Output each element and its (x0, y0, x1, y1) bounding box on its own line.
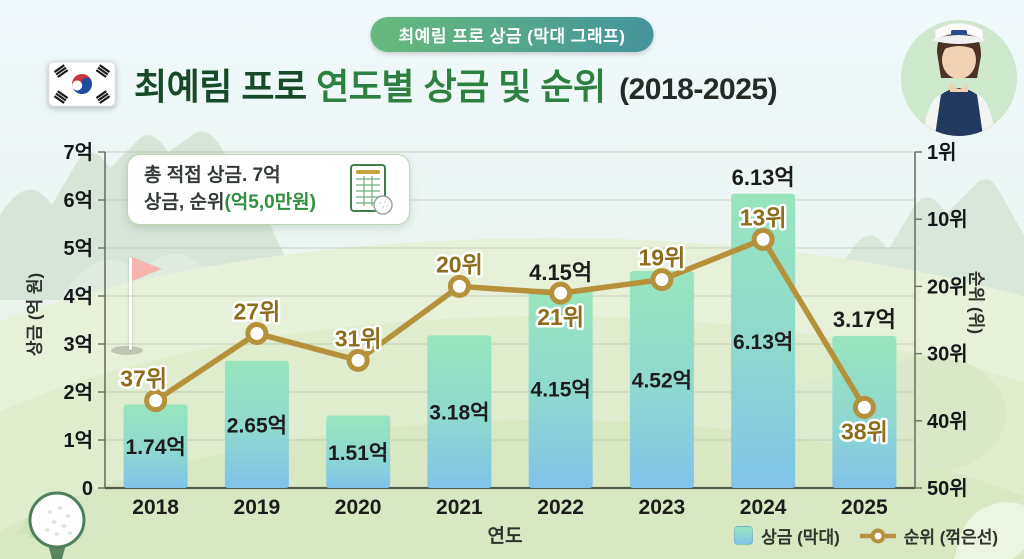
icon-ball-dimples (379, 200, 388, 208)
golf-flag-pole (129, 257, 132, 350)
title-sub: 연도별 상금 및 순위 (316, 66, 606, 107)
infobox-line2-highlight: (억5,0만원) (224, 191, 316, 213)
scorecard-grid (356, 175, 380, 206)
infobox-line1: 총 적접 상금. 7억 (144, 164, 281, 186)
legend-item-rank: 순위 (꺾은선) (859, 523, 998, 548)
title-main: 최예림 프로 (134, 66, 307, 107)
golf-ball (28, 491, 86, 549)
taegeuk (72, 74, 92, 94)
infobox-text: 총 적접 상금. 7억 상금, 순위(억5,0만원) (144, 163, 333, 217)
legend-item-prize: 상금 (막대) (734, 523, 840, 548)
golfer-photo (901, 20, 1017, 136)
x-axis-title: 연도 (487, 526, 523, 547)
chart-type-badge: 최예림 프로 상금 (막대 그래프) (370, 17, 654, 52)
chart-legend: 상금 (막대) 순위 (꺾은선) (734, 523, 998, 548)
infobox-line2: 상금, 순위(억5,0만원) (144, 190, 333, 217)
summary-infobox: 총 적접 상금. 7억 상금, 순위(억5,0만원) (127, 154, 410, 225)
title-range: (2018-2025) (619, 73, 778, 106)
header: 최예림 프로 연도별 상금 및 순위 (2018-2025) (48, 58, 778, 110)
line-marker-icon (859, 528, 896, 543)
trigrams (53, 64, 111, 104)
golf-ball-tee-icon (18, 491, 86, 559)
korea-flag-icon (48, 61, 116, 107)
scorecard-golfball-icon (350, 163, 393, 215)
page-title: 최예림 프로 연도별 상금 및 순위 (2018-2025) (134, 58, 778, 110)
legend-bar-label: 상금 (막대) (761, 528, 840, 547)
right-axis-title: 순위 (위) (966, 271, 986, 334)
bar-swatch-icon (734, 526, 754, 545)
left-axis-title: 상금 (억 원) (25, 272, 45, 357)
visor (931, 22, 987, 44)
infobox-line2-prefix: 상금, 순위 (144, 191, 225, 213)
legend-line-label: 순위 (꺾은선) (903, 528, 998, 547)
ball-dimples (44, 506, 73, 536)
scorecard-header (356, 169, 380, 174)
golf-flag-icon (132, 257, 162, 281)
grass-blade (18, 516, 34, 534)
golf-hole-shadow (111, 346, 143, 355)
icon-golf-ball (373, 194, 393, 215)
